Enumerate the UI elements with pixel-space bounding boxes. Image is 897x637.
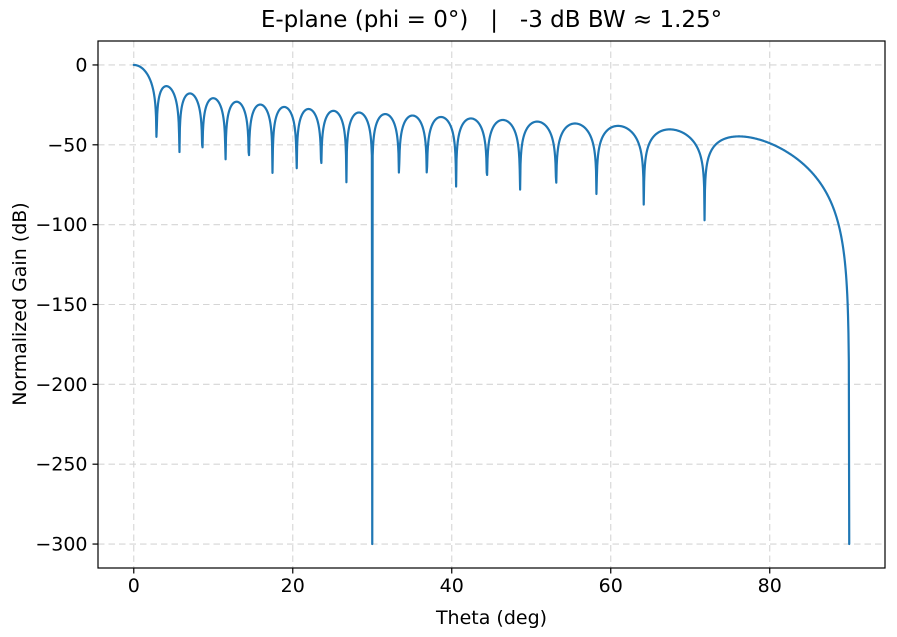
x-tick-label: 20 <box>281 575 305 597</box>
x-tick-label: 80 <box>758 575 782 597</box>
gain-curve <box>132 63 851 546</box>
y-tick-label: −50 <box>47 134 87 156</box>
x-tick-label: 0 <box>128 575 140 597</box>
x-tick-label: 40 <box>440 575 464 597</box>
y-tick-label: 0 <box>75 54 87 76</box>
y-tick-label: −200 <box>35 374 87 396</box>
x-axis-label: Theta (deg) <box>435 607 548 629</box>
chart-title: E-plane (phi = 0°) | -3 dB BW ≈ 1.25° <box>260 7 723 33</box>
y-tick-label: −250 <box>35 454 87 476</box>
y-tick-label: −300 <box>35 534 87 556</box>
x-tick-label: 60 <box>599 575 623 597</box>
y-tick-label: −150 <box>35 294 87 316</box>
y-tick-label: −100 <box>35 214 87 236</box>
y-axis-label: Normalized Gain (dB) <box>9 202 31 406</box>
